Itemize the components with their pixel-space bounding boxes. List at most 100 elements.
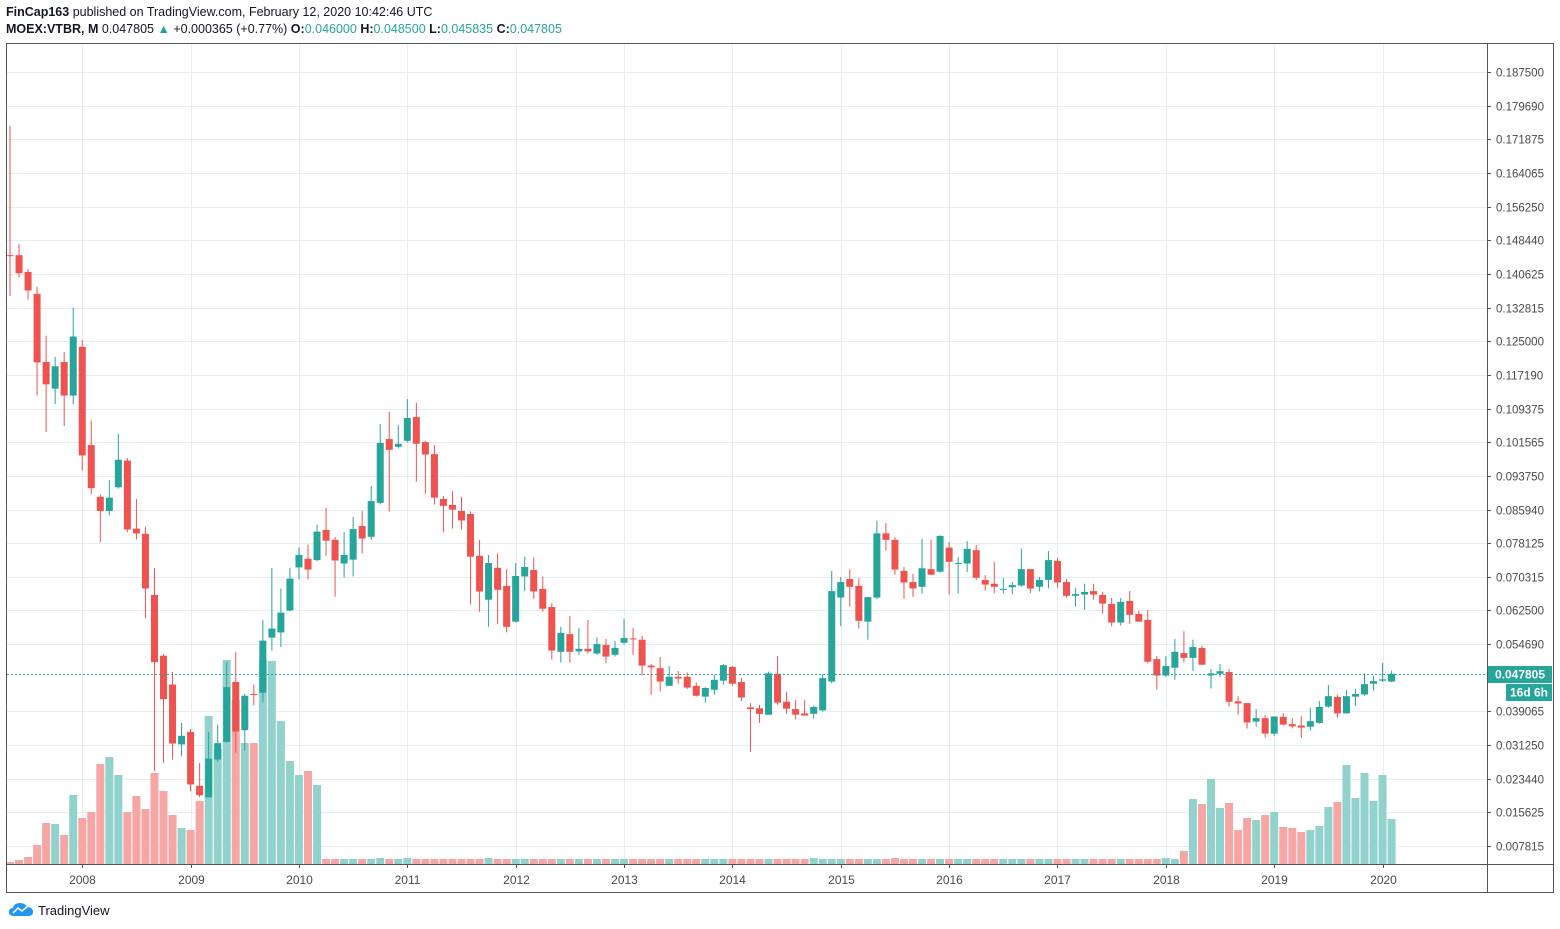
candle: [575, 628, 583, 655]
candle-body: [530, 569, 538, 592]
candle-body: [1379, 679, 1387, 681]
y-tick-label: 0.148440: [1496, 236, 1544, 248]
candle: [458, 496, 465, 530]
price-axis[interactable]: 0.187500 0.179690 0.171875 0.164065 0.156250…: [1487, 68, 1544, 854]
candle: [1162, 656, 1170, 677]
volume-bar: [1234, 830, 1243, 864]
x-tick-label: 2011: [395, 873, 421, 887]
candle-body: [674, 676, 682, 679]
candle-body: [1207, 673, 1215, 676]
volume-bar: [267, 661, 276, 864]
volume-bar: [331, 859, 340, 864]
tradingview-logo[interactable]: TradingView: [8, 902, 110, 918]
candle-body: [1108, 604, 1116, 623]
candle-body: [873, 533, 881, 598]
volume-bar: [96, 764, 105, 864]
candle: [801, 700, 809, 716]
author-name[interactable]: FinCap163: [6, 5, 70, 19]
candle: [1306, 707, 1314, 731]
last-price: 0.047805: [101, 22, 154, 36]
candle: [150, 567, 158, 772]
candle: [340, 532, 348, 578]
candle-body: [1342, 696, 1350, 714]
x-tick-label: 2019: [1261, 873, 1288, 887]
volume-bar: [1369, 801, 1378, 864]
candle-body: [1017, 569, 1025, 586]
time-axis[interactable]: 2008 2009 2010 2011 2012 2013 2014 2015 2016 2017…: [69, 864, 1397, 887]
published-text: published on TradingView.com, February 1…: [69, 5, 433, 19]
volume-bar: [294, 775, 303, 864]
candle-body: [783, 701, 791, 709]
low-value: 0.045835: [440, 22, 494, 36]
y-tick-label: 0.109375: [1496, 405, 1544, 417]
volume-bar: [854, 859, 863, 864]
candle-body: [494, 567, 502, 590]
volume-bar: [836, 859, 845, 864]
candle-body: [945, 547, 953, 562]
candle-body: [1044, 560, 1052, 580]
y-tick-label: 0.039065: [1496, 707, 1544, 719]
volume-bar: [881, 859, 890, 864]
candle-body: [1324, 696, 1332, 707]
candle-body: [1315, 706, 1323, 723]
candle-body: [1162, 666, 1170, 676]
volume-bar: [791, 859, 800, 864]
candle: [503, 569, 511, 633]
candle: [412, 402, 420, 482]
volume-bar: [78, 818, 87, 864]
candle-body: [1279, 716, 1287, 725]
volume-bar: [168, 815, 177, 864]
candle-body: [999, 588, 1007, 590]
volume-bar: [1252, 820, 1261, 864]
volume-bar: [340, 859, 349, 864]
candle-body: [367, 501, 375, 537]
candle: [783, 691, 791, 714]
candle: [710, 675, 718, 695]
candle-body: [1153, 659, 1161, 676]
volume-bar: [412, 859, 421, 864]
volume-bar: [511, 859, 520, 864]
candle: [1342, 690, 1350, 714]
volume-bar: [1161, 858, 1170, 864]
candle: [1017, 548, 1025, 587]
volume-bar: [1315, 826, 1324, 864]
x-tick-label: 2013: [611, 873, 638, 887]
volume-bar: [42, 823, 51, 864]
candle-body: [584, 648, 592, 652]
candle: [584, 619, 592, 654]
candle: [909, 573, 917, 597]
candle: [1044, 551, 1052, 589]
candle-body: [42, 361, 50, 385]
candle-body: [385, 439, 393, 450]
candle-body: [6, 255, 14, 257]
volume-bar: [177, 828, 186, 864]
candle-body: [169, 684, 177, 744]
candle-body: [1225, 672, 1233, 702]
y-tick-label: 0.007815: [1496, 842, 1544, 854]
candle-body: [331, 539, 339, 561]
candle: [250, 684, 258, 706]
volume-bar: [529, 859, 538, 864]
candle-body: [51, 366, 59, 389]
y-tick-label: 0.062500: [1496, 606, 1544, 618]
candle-body: [1252, 718, 1260, 722]
candle: [945, 541, 953, 595]
candle: [837, 576, 845, 626]
candle: [241, 694, 249, 751]
candle: [1279, 712, 1287, 726]
candle-body: [1081, 591, 1089, 595]
y-tick-label: 0.031250: [1496, 741, 1544, 753]
volume-bar: [448, 859, 457, 864]
candle: [196, 762, 204, 798]
candle-body: [105, 497, 113, 511]
volume-bar: [719, 859, 728, 864]
volume-bar: [249, 743, 258, 864]
candle: [873, 520, 881, 600]
candle-body: [403, 417, 411, 441]
volume-bar: [457, 859, 466, 864]
candle: [1198, 645, 1206, 665]
candle-body: [611, 647, 619, 655]
y-tick-label: 0.023440: [1496, 775, 1544, 787]
candle-body: [855, 585, 863, 621]
